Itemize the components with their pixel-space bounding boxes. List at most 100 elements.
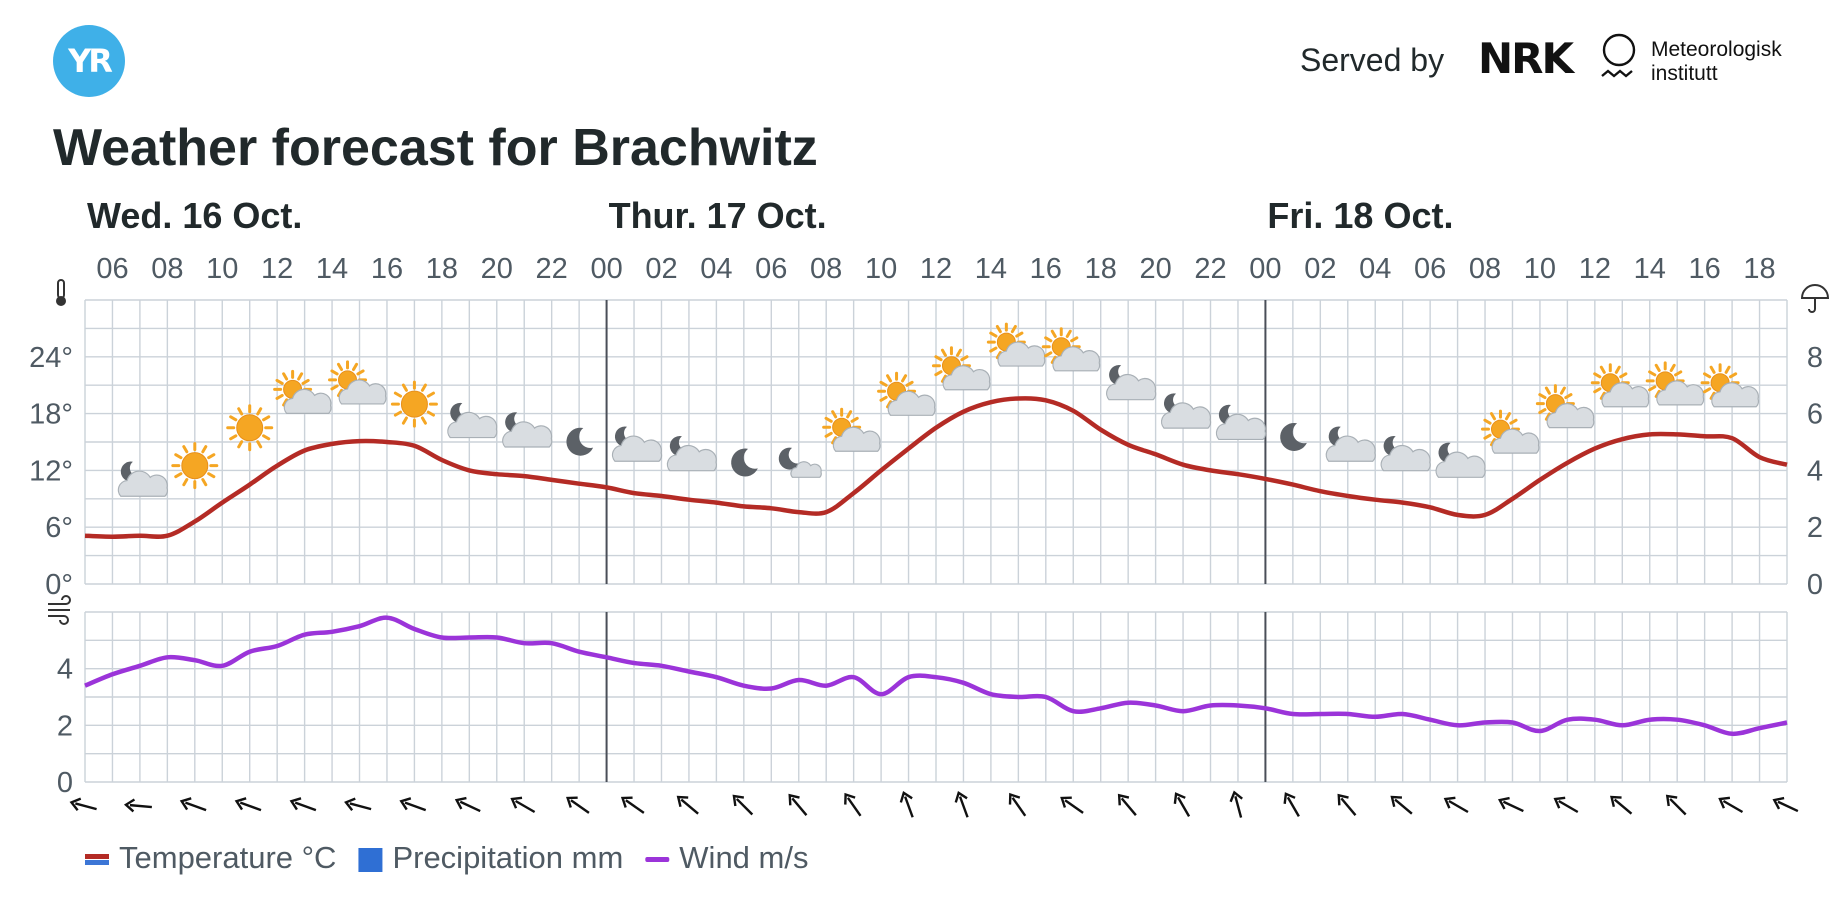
legend-swatch-precipitation: [358, 848, 383, 872]
partlycloudy-night-icon: [502, 412, 553, 448]
precipitation-tick-label: 6: [1807, 399, 1823, 431]
met-institute-name: Meteorologisk institutt: [1651, 38, 1782, 86]
wind-direction-arrow: [788, 793, 808, 816]
fair-day-icon: [1700, 363, 1760, 408]
fair-day-icon: [822, 407, 881, 452]
hour-tick-label: 22: [536, 253, 568, 285]
fair-night-icon: [778, 447, 822, 478]
hour-tick-label: 12: [920, 253, 952, 285]
hour-tick-label: 02: [1304, 253, 1336, 285]
legend-swatch-wind: [645, 857, 670, 862]
wind-direction-arrow: [1337, 793, 1357, 816]
wind-direction-arrow: [1173, 792, 1191, 817]
met-name-line1: Meteorologisk: [1651, 38, 1782, 61]
hour-tick-label: 12: [261, 253, 293, 285]
partlycloudy-night-icon: [611, 426, 663, 462]
hour-tick-label: 06: [96, 253, 128, 285]
hour-tick-label: 04: [700, 253, 732, 285]
nrk-logo[interactable]: NRK: [1478, 34, 1574, 83]
served-by-label: Served by: [1300, 42, 1445, 78]
hour-tick-label: 18: [1085, 253, 1117, 285]
wind-direction-arrow: [69, 797, 97, 811]
wind-grid: [84, 611, 1788, 783]
wind-direction-arrow: [179, 797, 207, 812]
day-label: Wed. 16 Oct.: [87, 195, 302, 236]
wind-tick-label: 2: [57, 710, 73, 742]
wind-direction-arrow: [1229, 790, 1243, 818]
hour-tick-label: 16: [371, 253, 403, 285]
precipitation-tick-label: 2: [1807, 512, 1823, 544]
precipitation-tick-label: 8: [1807, 342, 1823, 374]
wind-icon: [48, 595, 71, 625]
wind-direction-arrow: [510, 796, 536, 814]
met-institute-logo[interactable]: [1598, 32, 1640, 88]
wind-direction-arrow: [123, 798, 152, 813]
fair-day-icon: [1590, 363, 1650, 408]
clearsky-night-icon: [566, 427, 594, 456]
hour-tick-label: 10: [1524, 253, 1556, 285]
wind-direction-arrow: [732, 794, 754, 816]
legend-label: Temperature °C: [119, 840, 336, 875]
wind-direction-arrow: [1665, 794, 1687, 816]
hour-tick-label: 14: [975, 253, 1007, 285]
wind-direction-arrow: [1443, 796, 1469, 814]
hour-tick-label: 14: [316, 253, 348, 285]
hour-tick-label: 20: [481, 253, 513, 285]
hour-tick-label: 18: [426, 253, 458, 285]
wind-direction-arrow: [620, 796, 645, 814]
day-label: Fri. 18 Oct.: [1267, 195, 1453, 236]
hour-tick-label: 12: [1579, 253, 1611, 285]
hour-tick-label: 00: [1249, 253, 1281, 285]
wind-direction-arrow: [566, 796, 590, 814]
wind-direction-arrow: [1283, 792, 1300, 817]
met-name-line2: institutt: [1651, 62, 1718, 85]
yr-logo[interactable]: YR: [53, 25, 125, 97]
fair-day-icon: [1645, 361, 1705, 406]
clearsky-day-icon: [226, 404, 274, 452]
hour-tick-label: 04: [1359, 253, 1391, 285]
clearsky-night-icon: [731, 448, 758, 477]
wind-direction-arrow: [676, 795, 699, 815]
wind-direction-arrow: [1060, 796, 1084, 814]
hour-tick-label: 00: [590, 253, 622, 285]
wind-direction-arrow: [1390, 795, 1413, 815]
hour-tick-label: 06: [755, 253, 787, 285]
wind-direction-arrow: [1772, 796, 1799, 813]
fair-day-icon: [931, 346, 991, 391]
temperature-tick-label: 18°: [29, 399, 73, 431]
fair-day-icon: [273, 369, 332, 414]
temperature-tick-label: 6°: [45, 512, 73, 544]
fair-day-icon: [877, 371, 936, 416]
umbrella-icon: [1800, 284, 1830, 313]
partlycloudy-night-icon: [1435, 442, 1486, 478]
hour-tick-label: 10: [865, 253, 897, 285]
hour-tick-label: 18: [1743, 253, 1775, 285]
day-label: Thur. 17 Oct.: [609, 195, 827, 236]
hour-tick-label: 08: [810, 253, 842, 285]
wind-direction-arrow: [1497, 796, 1524, 813]
hour-tick-label: 02: [645, 253, 677, 285]
hour-tick-label: 08: [151, 253, 183, 285]
fair-day-icon: [986, 322, 1046, 367]
hour-tick-label: 14: [1634, 253, 1666, 285]
precipitation-tick-label: 0: [1807, 569, 1823, 601]
wind-direction-arrow: [844, 792, 862, 817]
partlycloudy-night-icon: [117, 461, 168, 497]
wind-direction-arrow: [234, 797, 262, 812]
wind-direction-arrow: [954, 790, 969, 818]
clearsky-day-icon: [171, 442, 219, 490]
hour-tick-label: 22: [1194, 253, 1226, 285]
hour-tick-label: 16: [1030, 253, 1062, 285]
temperature-line: [84, 396, 1788, 539]
fair-day-icon: [1041, 327, 1101, 372]
partlycloudy-night-icon: [1325, 426, 1376, 462]
hour-tick-label: 20: [1139, 253, 1171, 285]
wind-tick-label: 0: [57, 767, 73, 799]
hour-tick-label: 08: [1469, 253, 1501, 285]
temperature-tick-label: 12°: [29, 455, 73, 487]
temperature-grid: [84, 299, 1788, 585]
partlycloudy-night-icon: [447, 402, 498, 439]
thermometer-icon: [56, 279, 66, 306]
wind-direction-arrow: [899, 790, 914, 818]
